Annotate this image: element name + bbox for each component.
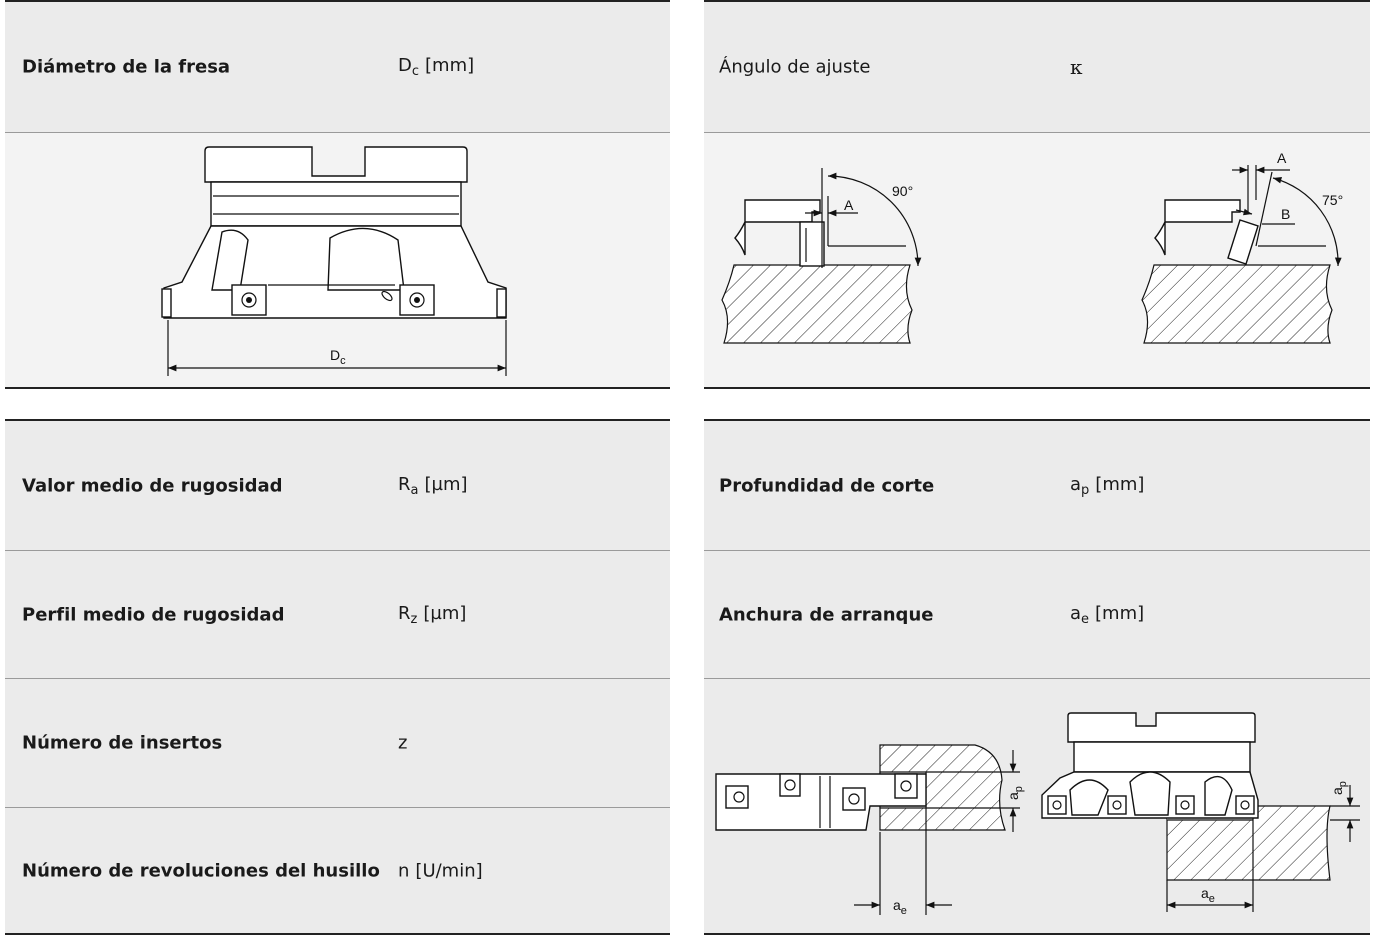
row-symbol: Ra [µm] <box>398 474 468 498</box>
symbol-sub: e <box>1081 611 1090 627</box>
figure-row <box>704 678 1370 933</box>
figure-row <box>704 132 1370 387</box>
symbol: a <box>1070 473 1082 495</box>
table: Ángulo de ajuste κ <box>704 0 1370 389</box>
unit: [mm] <box>425 55 475 76</box>
row-symbol: z <box>398 732 408 754</box>
unit: [µm] <box>424 473 468 495</box>
unit: [U/min] <box>415 860 483 881</box>
row-symbol: Rz [µm] <box>398 603 466 627</box>
row-label: Perfil medio de rugosidad <box>22 604 285 625</box>
row-label: Número de insertos <box>22 732 223 754</box>
symbol: R <box>398 602 411 624</box>
table-row: Número de insertos z <box>5 678 670 807</box>
row-label: Diámetro de la fresa <box>22 56 231 78</box>
table: Valor medio de rugosidad Ra [µm] Perfil m… <box>5 419 670 935</box>
symbol-sub: z <box>410 611 418 627</box>
symbol-sub: a <box>410 482 419 498</box>
table-row: Profundidad de corte ap [mm] <box>704 421 1370 550</box>
row-symbol: Dc [mm] <box>398 55 474 79</box>
table-row: Perfil medio de rugosidad Rz [µm] <box>5 550 670 678</box>
table-row: Valor medio de rugosidad Ra [µm] <box>5 421 670 550</box>
row-label: Anchura de arranque <box>719 604 934 625</box>
symbol: D <box>398 55 412 76</box>
symbol: a <box>1070 602 1082 624</box>
table-row: Ángulo de ajuste κ <box>704 2 1370 132</box>
row-label: Valor medio de rugosidad <box>22 475 283 496</box>
table-row: Diámetro de la fresa Dc [mm] <box>5 2 670 132</box>
figure-row <box>5 132 670 387</box>
table-row: Anchura de arranque ae [mm] <box>704 550 1370 678</box>
unit: [mm] <box>1095 473 1145 495</box>
row-label: Ángulo de ajuste <box>719 56 871 78</box>
symbol-sub: c <box>411 64 420 79</box>
table: Profundidad de corte ap [mm] Anchura de a… <box>704 419 1370 935</box>
symbol-sub: p <box>1081 482 1090 498</box>
symbol: R <box>398 473 411 495</box>
table-row: Número de revoluciones del husillo n [U/m… <box>5 807 670 933</box>
table: Diámetro de la fresa Dc [mm] <box>5 0 670 389</box>
unit: [mm] <box>1095 602 1145 624</box>
row-label: Profundidad de corte <box>719 475 935 496</box>
symbol: n <box>398 860 410 881</box>
row-symbol: ap [mm] <box>1070 474 1144 498</box>
row-symbol: κ <box>1070 55 1083 79</box>
row-label: Número de revoluciones del husillo <box>22 860 380 881</box>
row-symbol: ae [mm] <box>1070 603 1144 627</box>
row-symbol: n [U/min] <box>398 860 483 881</box>
unit: [µm] <box>423 602 467 624</box>
